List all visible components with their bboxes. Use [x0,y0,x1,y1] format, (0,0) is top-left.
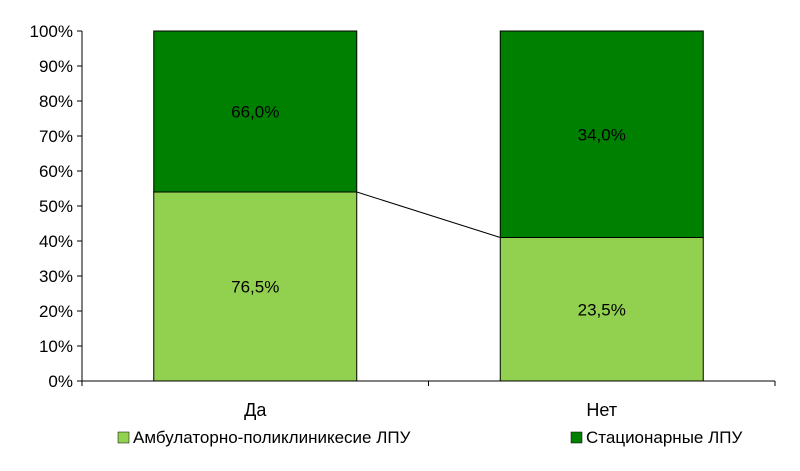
y-tick-label: 10% [39,337,73,356]
legend-swatch-inpatient [570,431,583,444]
y-tick-label: 50% [39,197,73,216]
data-label: 34,0% [578,125,626,144]
y-tick-label: 90% [39,57,73,76]
legend-label-ambulatory: Амбулаторно-поликлиникесие ЛПУ [133,428,411,447]
x-category-label: Нет [586,400,617,420]
bar-segment-ambulatory-0 [153,191,358,382]
x-axis-labels: Да Нет [244,400,617,420]
x-category-label: Да [244,400,267,420]
legend-swatch-ambulatory [117,431,130,444]
bars [153,30,704,382]
bar-segment-inpatient-0 [153,30,358,193]
data-label: 76,5% [231,278,279,297]
y-tick-label: 70% [39,127,73,146]
legend: Амбулаторно-поликлиникесие ЛПУ Стационар… [117,428,742,447]
legend-label-inpatient: Стационарные ЛПУ [586,428,742,447]
y-tick-label: 40% [39,232,73,251]
y-tick-label: 0% [48,372,73,391]
data-label: 66,0% [231,103,279,122]
y-tick-label: 80% [39,92,73,111]
series-line [356,191,501,238]
y-tick-label: 20% [39,302,73,321]
y-axis-ticks: 0% 10% 20% 30% 40% 50% 60% 70% 80% 90% 100% [30,22,82,391]
data-labels: 76,5% 66,0% 23,5% 34,0% [231,103,626,320]
series-lines [356,191,501,238]
data-label: 23,5% [578,300,626,319]
bar-segment-inpatient-1 [499,30,704,238]
y-tick-label: 100% [30,22,73,41]
y-tick-label: 30% [39,267,73,286]
y-tick-label: 60% [39,162,73,181]
